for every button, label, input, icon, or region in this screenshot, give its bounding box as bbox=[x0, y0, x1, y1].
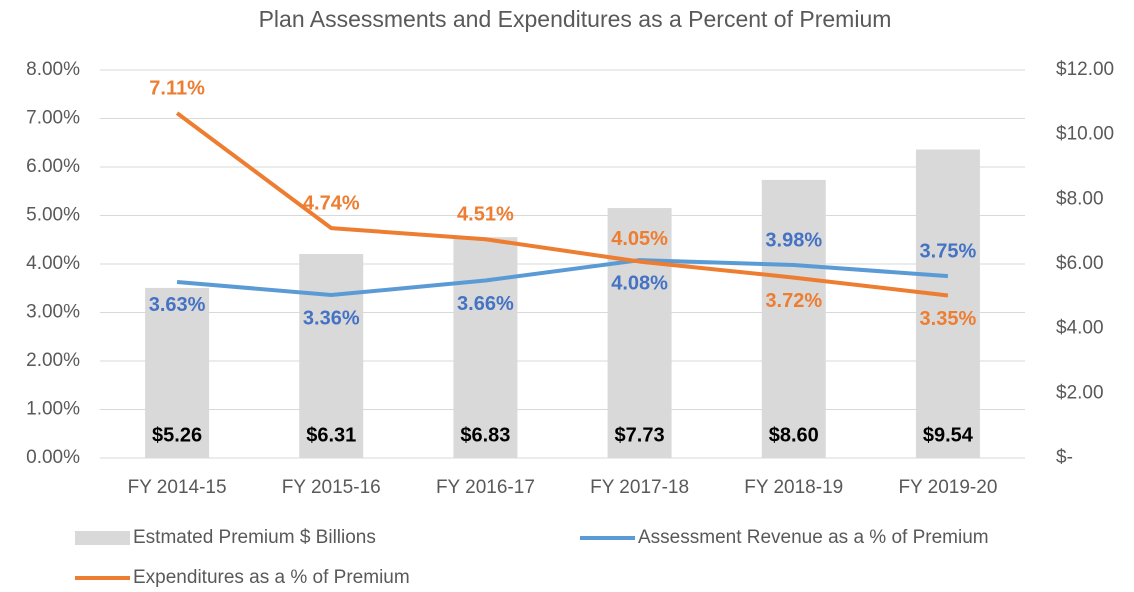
x-tick-label: FY 2019-20 bbox=[898, 477, 997, 498]
y2-tick-label: $- bbox=[1056, 447, 1073, 468]
bar bbox=[915, 149, 980, 459]
y-tick-label: 1.00% bbox=[26, 399, 80, 420]
line bbox=[176, 258, 949, 298]
legend-label: Assessment Revenue as a % of Premium bbox=[638, 527, 989, 548]
data-label: 4.51% bbox=[457, 204, 514, 226]
data-label: $6.31 bbox=[306, 424, 356, 446]
y2-tick-label: $12.00 bbox=[1056, 59, 1114, 80]
legend-label: Expenditures as a % of Premium bbox=[133, 567, 410, 588]
y-tick-label: 8.00% bbox=[26, 59, 80, 80]
data-label: 4.74% bbox=[303, 192, 360, 214]
line bbox=[175, 111, 949, 298]
y2-tick-label: $8.00 bbox=[1056, 188, 1104, 209]
legend-label: Estmated Premium $ Billions bbox=[133, 527, 376, 548]
data-label: 4.05% bbox=[611, 228, 668, 250]
bar bbox=[299, 253, 364, 458]
y-tick-label: 6.00% bbox=[26, 156, 80, 177]
data-label: 3.75% bbox=[920, 240, 977, 262]
x-tick-label: FY 2018-19 bbox=[744, 477, 843, 498]
data-label: 3.35% bbox=[920, 308, 977, 330]
bar bbox=[453, 237, 518, 458]
legend-swatch bbox=[75, 531, 130, 545]
data-label: $9.54 bbox=[923, 424, 974, 446]
x-tick-label: FY 2016-17 bbox=[436, 477, 535, 498]
y2-tick-label: $6.00 bbox=[1056, 253, 1104, 274]
y-tick-label: 4.00% bbox=[26, 253, 80, 274]
x-tick-label: FY 2017-18 bbox=[590, 477, 689, 498]
y-tick-label: 3.00% bbox=[26, 302, 80, 323]
y2-tick-label: $10.00 bbox=[1056, 124, 1114, 145]
data-label: 3.98% bbox=[765, 229, 822, 251]
bar bbox=[607, 208, 672, 458]
y-tick-label: 7.00% bbox=[26, 108, 80, 129]
data-label: 3.66% bbox=[457, 293, 514, 315]
y-tick-label: 5.00% bbox=[26, 205, 80, 226]
data-label: $7.73 bbox=[615, 424, 665, 446]
y-tick-label: 2.00% bbox=[26, 350, 80, 371]
data-label: 7.11% bbox=[149, 77, 205, 99]
bar bbox=[761, 179, 826, 458]
data-label: 4.08% bbox=[611, 272, 668, 294]
data-label: 3.72% bbox=[765, 290, 822, 312]
y-tick-label: 0.00% bbox=[26, 447, 80, 468]
data-label: 3.63% bbox=[149, 294, 206, 316]
data-label: $6.83 bbox=[460, 424, 510, 446]
bar bbox=[145, 287, 210, 458]
y2-tick-label: $4.00 bbox=[1056, 318, 1104, 339]
data-label: 3.36% bbox=[303, 307, 360, 329]
data-label: $5.26 bbox=[152, 424, 202, 446]
data-label: $8.60 bbox=[769, 424, 819, 446]
x-tick-label: FY 2014-15 bbox=[128, 477, 227, 498]
y2-tick-label: $2.00 bbox=[1056, 382, 1104, 403]
x-tick-label: FY 2015-16 bbox=[282, 477, 381, 498]
chart-title: Plan Assessments and Expenditures as a P… bbox=[259, 6, 892, 32]
